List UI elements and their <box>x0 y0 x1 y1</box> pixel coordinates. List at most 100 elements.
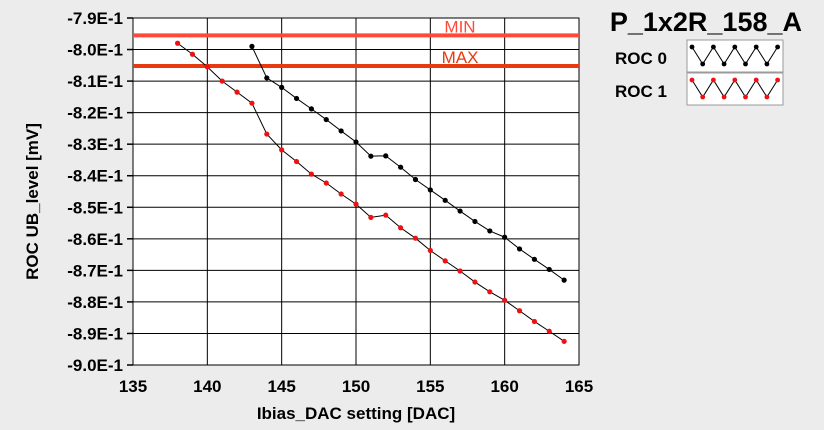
data-point <box>531 256 538 262</box>
data-point <box>457 208 463 214</box>
legend-swatch-point <box>711 77 716 83</box>
legend-swatch-point <box>753 77 759 83</box>
legend-swatch-point <box>775 77 780 83</box>
x-tick-label: 145 <box>267 377 295 396</box>
data-point <box>502 234 508 240</box>
data-point <box>457 268 463 274</box>
data-point <box>561 277 567 283</box>
legend-swatch-point <box>753 44 759 50</box>
legend-swatch-point <box>764 61 770 67</box>
data-point <box>383 212 389 218</box>
data-point <box>561 338 567 344</box>
legend-swatch-point <box>743 61 748 67</box>
x-axis-ticks: 135 140 145 150 155 160 165 <box>119 377 593 396</box>
x-tick-label: 165 <box>565 377 593 396</box>
series-layer <box>175 40 567 344</box>
data-point <box>204 64 210 70</box>
legend-label: ROC 0 <box>615 49 667 68</box>
reference-label-max: MAX <box>442 48 479 67</box>
legend-swatch-point <box>743 94 748 100</box>
y-tick-label: -8.7E-1 <box>67 261 123 280</box>
data-point <box>234 89 240 95</box>
data-point <box>353 139 359 145</box>
x-tick-label: 160 <box>490 377 518 396</box>
data-point <box>546 266 552 273</box>
data-point <box>516 246 523 252</box>
data-point <box>398 164 404 170</box>
legend-swatch-point <box>732 44 738 50</box>
y-axis-title: ROC UB_level [mV] <box>23 123 42 280</box>
data-point <box>249 43 255 49</box>
series-1 <box>175 40 567 344</box>
data-point <box>189 51 196 57</box>
data-point <box>293 158 300 165</box>
data-point <box>293 95 300 102</box>
legend-swatch-point <box>775 44 780 50</box>
x-tick-label: 150 <box>342 377 370 396</box>
reference-label-min: MIN <box>444 17 475 36</box>
legend-swatch-point <box>689 77 695 83</box>
legend-swatch-point <box>700 61 706 67</box>
data-point <box>219 78 225 84</box>
data-point <box>338 191 344 197</box>
data-point <box>487 289 493 295</box>
data-point <box>368 214 374 220</box>
data-point <box>175 40 181 46</box>
y-tick-label: -8.5E-1 <box>67 198 123 217</box>
legend-swatch-point <box>721 61 727 67</box>
data-point <box>531 318 538 325</box>
data-point <box>383 153 389 159</box>
data-point <box>398 225 404 231</box>
data-point <box>308 106 314 112</box>
data-point <box>472 279 478 285</box>
data-point <box>502 297 508 303</box>
data-point <box>427 247 433 254</box>
legend-swatch-point <box>689 44 695 50</box>
data-point <box>249 100 255 106</box>
data-point <box>516 308 523 314</box>
data-point <box>279 147 285 153</box>
y-axis-ticks: -7.9E-1 -8.0E-1 -8.1E-1 -8.2E-1 -8.3E-1 -8.4E… <box>67 9 123 375</box>
y-tick-label: -8.1E-1 <box>67 72 123 91</box>
data-point <box>412 176 419 183</box>
legend-label: ROC 1 <box>615 82 667 101</box>
data-point <box>472 218 478 225</box>
y-tick-label: -8.6E-1 <box>67 230 123 249</box>
y-tick-label: -8.4E-1 <box>67 167 123 186</box>
data-point <box>338 128 344 134</box>
legend-swatch-point <box>764 94 770 100</box>
data-point <box>427 187 433 193</box>
data-point <box>264 75 270 81</box>
y-tick-label: -8.3E-1 <box>67 135 123 154</box>
x-axis-title: Ibias_DAC setting [DAC] <box>257 404 455 423</box>
x-tick-label: 140 <box>193 377 221 396</box>
y-tick-label: -9.0E-1 <box>67 356 123 375</box>
data-point <box>323 180 329 186</box>
y-tick-label: -8.0E-1 <box>67 41 123 60</box>
legend: ROC 0 ROC 1 <box>615 39 784 106</box>
data-point <box>442 197 448 203</box>
y-tick-label: -8.2E-1 <box>67 104 123 123</box>
data-point <box>442 258 448 264</box>
data-point <box>487 228 493 234</box>
data-point <box>353 201 359 207</box>
x-tick-label: 135 <box>119 377 147 396</box>
legend-swatch-point <box>700 94 706 100</box>
data-point <box>368 153 374 159</box>
y-tick-label: -8.8E-1 <box>67 293 123 312</box>
plot-title: P_1x2R_158_A <box>610 7 802 37</box>
legend-swatch-point <box>711 44 716 50</box>
y-tick-label: -8.9E-1 <box>67 324 123 343</box>
y-tick-label: -7.9E-1 <box>67 9 123 28</box>
data-point <box>546 328 552 334</box>
legend-swatch-point <box>732 77 738 83</box>
data-point <box>412 235 419 241</box>
legend-swatch-point <box>721 94 727 100</box>
data-point <box>279 84 285 90</box>
data-point <box>308 171 314 177</box>
series-line <box>251 46 565 281</box>
data-point <box>323 116 329 123</box>
x-tick-label: 155 <box>416 377 444 396</box>
data-point <box>264 131 270 137</box>
